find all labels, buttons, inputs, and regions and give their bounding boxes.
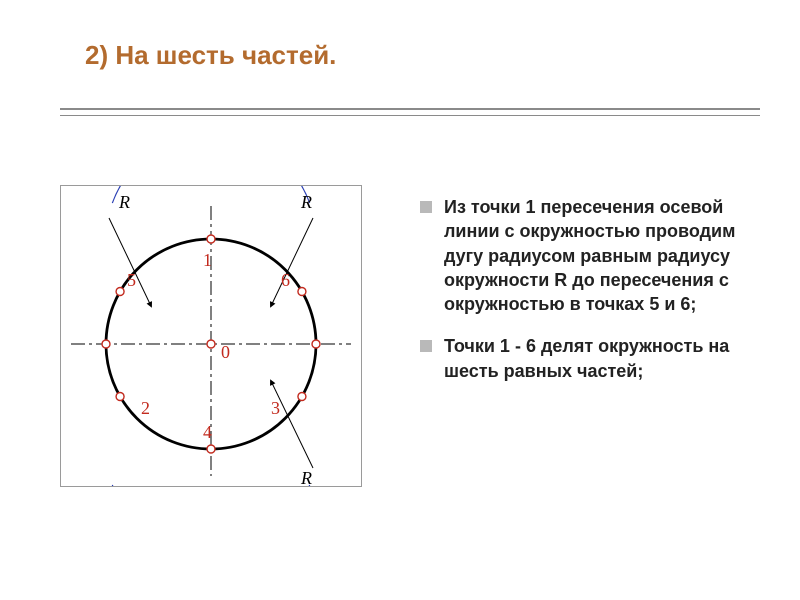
- svg-text:R: R: [300, 192, 312, 212]
- svg-text:6: 6: [281, 270, 290, 290]
- slide-root: 2) На шесть частей. R R R 1 2 3 4 5 6 0 Из точки …: [0, 0, 800, 600]
- bullet-column: Из точки 1 пересечения осевой линии с ок…: [420, 195, 750, 401]
- geometry-diagram: R R R 1 2 3 4 5 6 0: [60, 185, 362, 487]
- bullet-text: Из точки 1 пересечения осевой линии с ок…: [444, 195, 750, 316]
- svg-text:0: 0: [221, 342, 230, 362]
- svg-text:1: 1: [203, 250, 212, 270]
- bullet-square-icon: [420, 201, 432, 213]
- svg-text:R: R: [118, 192, 130, 212]
- svg-text:5: 5: [127, 270, 136, 290]
- rule-line-thin: [60, 115, 760, 116]
- svg-text:2: 2: [141, 398, 150, 418]
- bullet-text: Точки 1 - 6 делят окружность на шесть ра…: [444, 334, 750, 383]
- bullet-item: Точки 1 - 6 делят окружность на шесть ра…: [420, 334, 750, 383]
- bullet-square-icon: [420, 340, 432, 352]
- bullet-item: Из точки 1 пересечения осевой линии с ок…: [420, 195, 750, 316]
- svg-text:R: R: [300, 468, 312, 486]
- svg-text:3: 3: [271, 398, 280, 418]
- diagram-svg: R R R 1 2 3 4 5 6 0: [61, 186, 361, 486]
- rule-line-thick: [60, 108, 760, 110]
- svg-text:4: 4: [203, 422, 212, 442]
- slide-title: 2) На шесть частей.: [85, 40, 336, 71]
